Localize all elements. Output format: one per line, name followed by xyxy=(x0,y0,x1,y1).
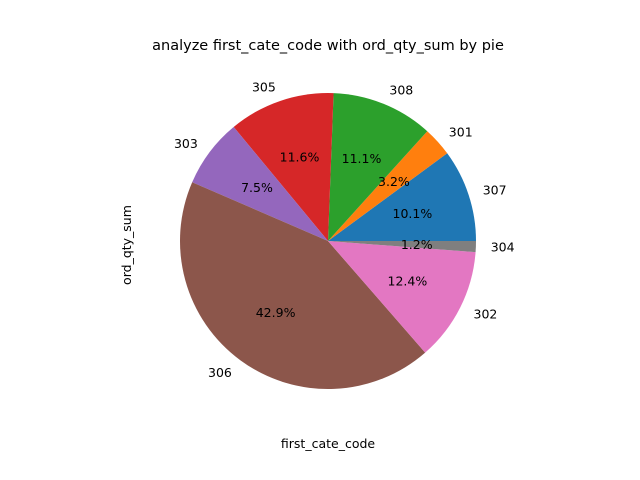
pie-slice-301 xyxy=(328,131,448,241)
percent-label-302: 12.4% xyxy=(388,273,428,288)
percent-label-308: 11.1% xyxy=(342,151,382,166)
category-label-307: 307 xyxy=(483,183,507,198)
category-label-305: 305 xyxy=(252,79,276,94)
pie-slices xyxy=(179,93,476,389)
pie-labels: 307 10.1% 301 3.2% 308 11.1% 305 11.6% 303 7.5% 30… xyxy=(174,79,515,380)
category-label-306: 306 xyxy=(208,365,232,380)
pie-slice-302 xyxy=(328,241,476,353)
percent-label-307: 10.1% xyxy=(393,206,433,221)
category-label-304: 304 xyxy=(491,240,515,255)
percent-label-301: 3.2% xyxy=(378,174,410,189)
percent-label-305: 11.6% xyxy=(280,149,320,164)
pie-slice-303 xyxy=(192,126,328,241)
pie-slice-308 xyxy=(328,93,428,241)
category-label-303: 303 xyxy=(174,136,198,151)
chart-title: analyze first_cate_code with ord_qty_sum… xyxy=(152,38,504,54)
pie-slice-306 xyxy=(179,182,426,389)
percent-label-306: 42.9% xyxy=(256,305,296,320)
pie-slice-305 xyxy=(233,93,334,242)
percent-label-303: 7.5% xyxy=(241,180,273,195)
percent-label-304: 1.2% xyxy=(401,237,433,252)
category-label-301: 301 xyxy=(449,124,473,139)
x-axis-label: first_cate_code xyxy=(281,436,376,451)
category-label-302: 302 xyxy=(474,307,498,322)
category-label-308: 308 xyxy=(389,83,413,98)
pie-slice-304 xyxy=(328,241,476,253)
pie-slice-307 xyxy=(328,153,476,241)
y-axis-label: ord_qty_sum xyxy=(119,205,134,285)
